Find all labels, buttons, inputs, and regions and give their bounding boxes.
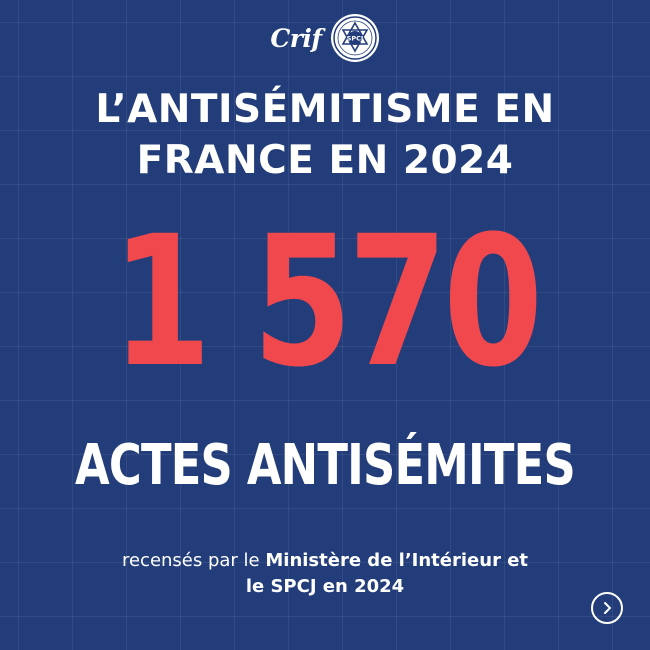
- logo-row: Crif SPCJ: [0, 12, 650, 64]
- headline: L’ANTISÉMITISME EN FRANCE EN 2024: [20, 84, 630, 186]
- seal-text: SPCJ: [346, 35, 363, 43]
- source-note-spcj: le SPCJ en 2024: [245, 576, 405, 597]
- source-note-ministry: Ministère de l’Intérieur et: [265, 550, 529, 571]
- spcj-seal-logo: SPCJ: [330, 14, 379, 62]
- next-slide-button[interactable]: [591, 592, 623, 624]
- stat-value: 1 570: [111, 198, 544, 407]
- crif-logo: Crif: [270, 23, 322, 53]
- stat-label: ACTES ANTISÉMITES: [75, 433, 576, 498]
- headline-line-2: FRANCE EN 2024: [136, 138, 514, 183]
- headline-line-1: L’ANTISÉMITISME EN: [95, 87, 555, 132]
- source-note-prefix: recensés par le: [121, 550, 266, 571]
- source-note: recensés par le Ministère de l’Intérieur…: [20, 548, 630, 600]
- chevron-right-icon: [604, 602, 611, 614]
